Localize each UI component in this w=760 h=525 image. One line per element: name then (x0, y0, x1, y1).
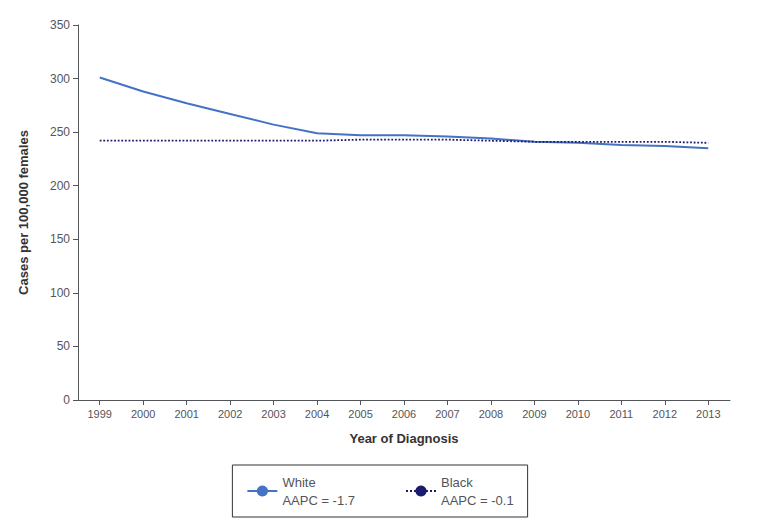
svg-text:1999: 1999 (87, 408, 111, 420)
svg-text:2002: 2002 (218, 408, 242, 420)
svg-text:350: 350 (50, 18, 70, 32)
svg-text:Year of Diagnosis: Year of Diagnosis (349, 431, 458, 446)
svg-text:Cases per 100,000 females: Cases per 100,000 females (16, 130, 31, 295)
svg-text:2001: 2001 (174, 408, 198, 420)
svg-text:2003: 2003 (261, 408, 285, 420)
svg-text:50: 50 (57, 339, 71, 353)
svg-text:2000: 2000 (131, 408, 155, 420)
svg-text:White: White (282, 475, 315, 490)
svg-text:2007: 2007 (435, 408, 459, 420)
svg-text:AAPC = -0.1: AAPC = -0.1 (441, 493, 514, 508)
svg-text:2009: 2009 (522, 408, 546, 420)
svg-text:2011: 2011 (610, 408, 634, 420)
svg-text:2013: 2013 (696, 408, 720, 420)
svg-text:Black: Black (441, 475, 473, 490)
svg-text:2008: 2008 (479, 408, 503, 420)
svg-text:200: 200 (50, 179, 70, 193)
svg-text:2005: 2005 (348, 408, 372, 420)
svg-text:250: 250 (50, 125, 70, 139)
svg-text:2010: 2010 (566, 408, 590, 420)
svg-text:2006: 2006 (392, 408, 416, 420)
svg-text:2012: 2012 (653, 408, 677, 420)
svg-text:0: 0 (63, 393, 70, 407)
svg-text:100: 100 (50, 286, 70, 300)
svg-text:300: 300 (50, 72, 70, 86)
svg-text:150: 150 (50, 232, 70, 246)
svg-text:2004: 2004 (305, 408, 329, 420)
svg-text:AAPC = -1.7: AAPC = -1.7 (282, 493, 355, 508)
